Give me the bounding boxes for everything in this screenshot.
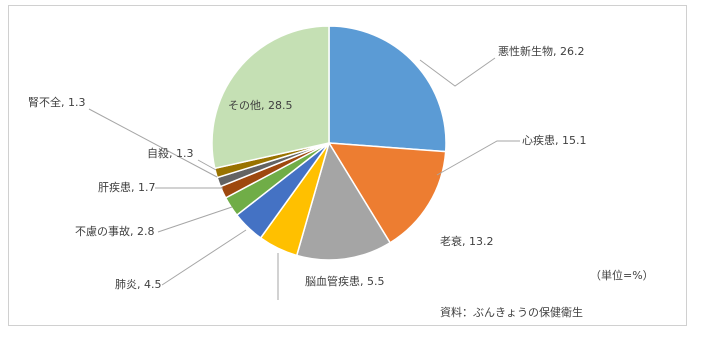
source-note: 資料：ぶんきょうの保健衛生: [440, 305, 583, 319]
leader-line: [88, 108, 218, 178]
leader-line: [157, 206, 233, 233]
data-label: 腎不全, 1.3: [28, 95, 86, 109]
unit-note: （単位=%）: [590, 268, 654, 282]
data-label: その他, 28.5: [228, 99, 293, 112]
data-label: 自殺, 1.3: [147, 146, 194, 160]
leader-line: [436, 140, 520, 176]
leader-line: [197, 159, 217, 171]
data-label: 老衰, 13.2: [440, 234, 494, 248]
data-label: 悪性新生物, 26.2: [498, 44, 585, 58]
data-label: 肺炎, 4.5: [115, 278, 162, 291]
data-label: 心疾患, 15.1: [522, 133, 587, 147]
pie-slice: [211, 25, 330, 170]
data-label: 肝疾患, 1.7: [98, 180, 156, 194]
data-label: 不慮の事故, 2.8: [75, 224, 155, 238]
leader-line: [161, 229, 247, 286]
pie-slice: [328, 25, 447, 153]
pie-slice: [295, 141, 392, 261]
data-label: 脳血管疾患, 5.5: [305, 274, 385, 288]
pie-slice: [327, 142, 447, 244]
leader-line: [419, 57, 496, 87]
